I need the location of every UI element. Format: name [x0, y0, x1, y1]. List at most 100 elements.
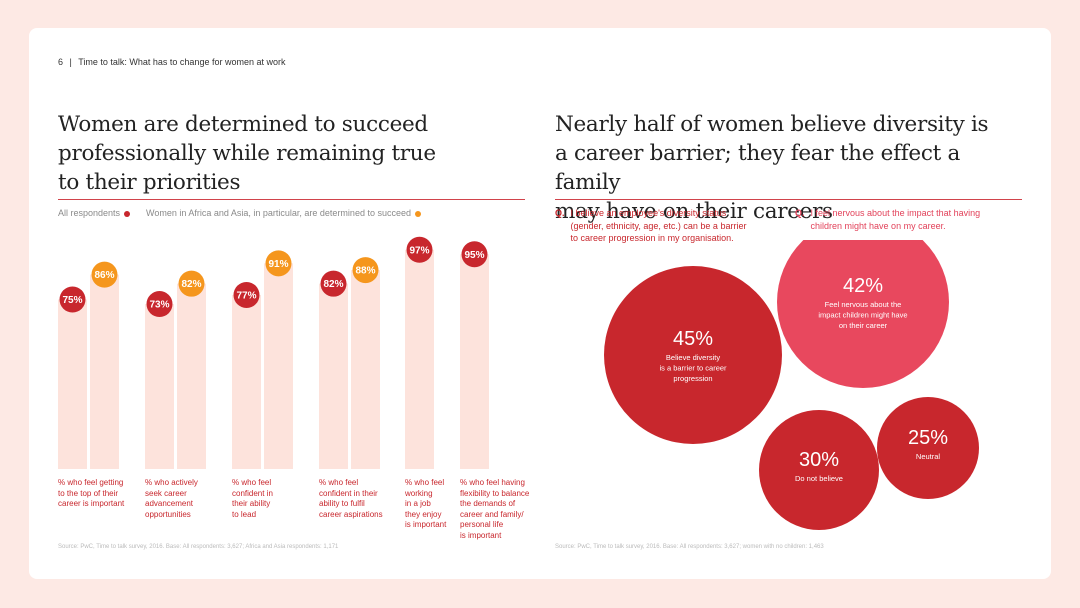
category-label-line: to the top of their: [58, 488, 119, 498]
left-title-line: Women are determined to succeed: [58, 112, 428, 137]
category-label-line: % who feel: [232, 478, 272, 487]
category-label-line: advancement: [145, 499, 194, 508]
bar-all: [145, 304, 174, 469]
left-title: Women are determined to succeed professi…: [58, 110, 498, 197]
bar-region: [351, 270, 380, 469]
bubble: [777, 240, 949, 388]
value-label-region: 88%: [355, 266, 375, 277]
category-label-line: flexibility to balance: [460, 488, 530, 498]
left-title-line: professionally while remaining true: [58, 141, 436, 166]
right-title-line: may have on their careers: [555, 199, 833, 224]
value-badge-all: [146, 291, 173, 318]
category-label-line: career is important: [58, 499, 125, 508]
question-line: children might have on my career.: [810, 220, 946, 231]
page-number: 6: [58, 57, 64, 67]
bar-category-label: % who feel having flexibility to balance t…: [460, 478, 530, 541]
legend-all-label: All respondents: [58, 208, 121, 218]
category-label-line: seek career: [145, 488, 187, 498]
legend-red-dot: [124, 210, 131, 217]
bubble-caption: is a barrier to career: [659, 364, 727, 373]
bubble: [877, 397, 979, 499]
bubble-caption: Neutral: [916, 452, 941, 461]
value-badge-all: [233, 281, 260, 308]
bar-category-label: % who actively seek career advancement oppo…: [145, 478, 215, 520]
bubble-caption: Feel nervous about the: [825, 300, 902, 309]
value-label-all: 75%: [62, 295, 82, 306]
right-title-line: Nearly half of women believe diversity i…: [555, 112, 989, 137]
bubble-caption: Do not believe: [795, 474, 843, 483]
value-label-region: 86%: [94, 270, 114, 281]
bar-category-label: % who feel getting to the top of their car…: [58, 478, 128, 510]
value-badge-region: [178, 270, 205, 297]
value-badge-region: [91, 261, 118, 288]
category-label-line: they enjoy: [405, 509, 442, 519]
bubble: [604, 266, 782, 444]
question-line: (gender, ethnicity, age, etc.) can be a …: [570, 220, 747, 231]
bubble-caption: impact children might have: [818, 311, 907, 320]
category-label-line: opportunities: [145, 509, 191, 519]
category-label-line: in a job: [405, 499, 431, 508]
category-label-line: career aspirations: [319, 509, 383, 519]
value-badge-region: [352, 257, 379, 284]
left-title-rule: [58, 199, 525, 200]
value-label-all: 82%: [323, 279, 343, 290]
bar-category-label: % who feel working in a job they enjoy is im…: [405, 478, 475, 531]
bar-all: [460, 254, 489, 469]
bubble-value-label: 30%: [799, 449, 839, 471]
category-label-line: personal life: [460, 520, 504, 529]
page-header: 6 | Time to talk: What has to change for…: [58, 57, 285, 67]
category-label-line: % who feel: [405, 478, 445, 487]
question-diversity: Q. I believe an employee's diversity sta…: [555, 207, 770, 245]
question-mark: Q.: [555, 208, 565, 218]
document-title: Time to talk: What has to change for wom…: [78, 57, 286, 67]
question-children: Q. I feel nervous about the impact that …: [795, 207, 1010, 232]
value-label-all: 95%: [464, 250, 484, 261]
category-label-line: % who feel having: [460, 478, 525, 487]
bar-region: [90, 274, 119, 469]
category-label-line: is important: [405, 520, 447, 529]
category-label-line: confident in: [232, 488, 273, 498]
question-line: I feel nervous about the impact that hav…: [810, 208, 981, 218]
bar-all: [405, 249, 434, 469]
value-badge-region: [265, 250, 292, 277]
value-label-all: 97%: [409, 245, 429, 256]
legend-region-label: Women in Africa and Asia, in particular,…: [146, 208, 411, 218]
bar-all: [232, 294, 261, 469]
value-badge-all: [461, 241, 488, 268]
bubble-value-label: 42%: [843, 275, 883, 297]
category-label-line: confident in their: [319, 488, 378, 498]
question-line: to career progression in my organisation…: [570, 233, 734, 243]
value-label-all: 77%: [236, 290, 256, 301]
bubble-caption: Believe diversity: [666, 353, 720, 362]
legend-region: Women in Africa and Asia, in particular,…: [146, 208, 421, 218]
bar-category-label: % who feel confident in their ability to le…: [232, 478, 302, 520]
right-title-line: a career barrier; they fear the effect a…: [555, 141, 960, 195]
bar-all: [319, 283, 348, 469]
legend-all: All respondents: [58, 208, 131, 218]
bubble-value-label: 25%: [908, 427, 948, 449]
category-label-line: ability to fulfil: [319, 499, 365, 508]
bubble-caption: progression: [673, 374, 712, 383]
category-label-line: % who feel: [319, 478, 359, 487]
bubble: [759, 410, 879, 530]
bar-all: [58, 299, 87, 469]
category-label-line: % who actively: [145, 478, 198, 487]
legend-orange-dot: [414, 210, 421, 217]
bubble-chart: 45% Believe diversity is a barrier to care…: [604, 240, 979, 530]
value-label-region: 82%: [181, 279, 201, 290]
value-badge-all: [59, 286, 86, 313]
header-separator: |: [69, 57, 72, 67]
category-label-line: career and family/: [460, 509, 524, 519]
bar-category-label: % who feel confident in their ability to f…: [319, 478, 389, 520]
question-line: I believe an employee's diversity status: [570, 208, 727, 218]
value-badge-all: [320, 270, 347, 297]
question-mark: Q.: [795, 208, 805, 218]
right-source: Source: PwC, Time to talk survey, 2016. …: [555, 544, 824, 550]
value-label-all: 73%: [149, 300, 169, 311]
left-title-line: to their priorities: [58, 170, 241, 195]
bubble-caption: on their career: [839, 321, 888, 330]
category-label-line: working: [405, 488, 433, 498]
left-source: Source: PwC, Time to talk survey, 2016. …: [58, 544, 339, 550]
category-label-line: their ability: [232, 499, 271, 508]
value-label-region: 91%: [268, 259, 288, 270]
